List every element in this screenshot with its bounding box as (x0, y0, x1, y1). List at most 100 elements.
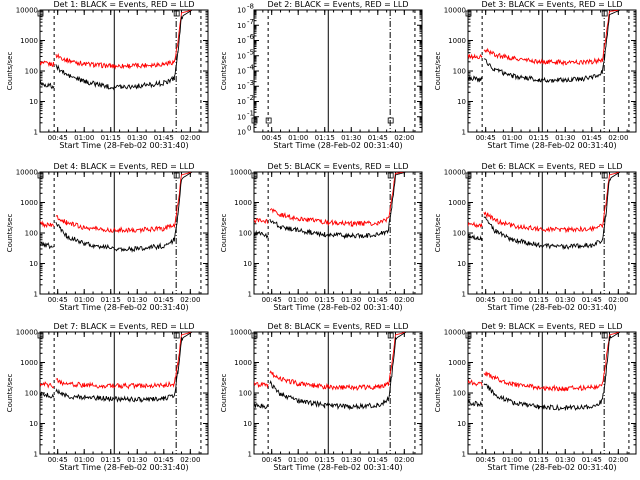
panel-det-5: Det 5: BLACK = Events, RED = LLD 1 10 100 10… (220, 162, 423, 312)
y-tick-exponent: -6 (247, 33, 255, 41)
y-tick-label: 1 (248, 291, 252, 299)
y-tick-label: 10000 (16, 169, 38, 177)
square-marker (173, 172, 180, 179)
y-tick-label: 10 (457, 260, 466, 268)
x-tick-label: 01:30 (341, 456, 361, 464)
x-tick-label: 02:00 (608, 134, 628, 142)
panel-det-1: Det 1: BLACK = Events, RED = LLD 1 10 100 10… (6, 0, 209, 150)
plot-frame (39, 171, 209, 295)
square-marker (251, 332, 258, 339)
square-marker (601, 172, 608, 179)
square-marker (465, 172, 472, 179)
x-tick-label: 01:30 (555, 456, 575, 464)
y-tick-label: 10 (29, 420, 38, 428)
y-tick-label: 10 (457, 420, 466, 428)
panel-det-2: Det 2: BLACK = Events, RED = LLD 10 0 10 -1 1… (220, 0, 423, 150)
panel-det-4: Det 4: BLACK = Events, RED = LLD 1 10 100 10… (6, 162, 209, 312)
series-events-line (40, 172, 208, 253)
x-tick-label: 00:45 (48, 296, 68, 304)
plot-frame (467, 171, 637, 295)
y-axis-label: Counts/sec (434, 374, 442, 413)
series-events-line (40, 10, 208, 91)
square-marker (173, 10, 180, 17)
y-tick-label: 1 (34, 291, 38, 299)
y-tick-exponent: -7 (247, 18, 254, 26)
y-tick-label: 10 (237, 7, 246, 15)
x-tick-label: 01:30 (127, 134, 147, 142)
x-tick-label: 02:00 (180, 134, 200, 142)
square-marker (251, 172, 258, 179)
square-marker (37, 332, 44, 339)
x-tick-label: 01:00 (288, 456, 308, 464)
y-axis-label: Counts/sec (220, 52, 228, 91)
y-axis-label: Counts/sec (220, 374, 228, 413)
y-tick-label: 1000 (448, 359, 466, 367)
square-marker (387, 117, 394, 124)
y-tick-exponent: -1 (247, 109, 254, 117)
y-tick-label: 1000 (448, 37, 466, 45)
panel-title: Det 7: BLACK = Events, RED = LLD (54, 322, 195, 331)
square-marker (465, 332, 472, 339)
y-axis-label: Counts/sec (434, 52, 442, 91)
y-tick-exponent: -3 (247, 79, 254, 87)
panel-title: Det 2: BLACK = Events, RED = LLD (268, 0, 409, 9)
square-marker (601, 10, 608, 17)
x-tick-label: 01:00 (288, 296, 308, 304)
x-tick-label: 01:00 (502, 296, 522, 304)
x-tick-label: 01:15 (315, 134, 335, 142)
x-tick-label: 01:30 (341, 296, 361, 304)
square-marker (265, 117, 272, 124)
y-tick-exponent: -8 (247, 3, 254, 11)
y-tick-label: 100 (25, 390, 38, 398)
panel-det-3: Det 3: BLACK = Events, RED = LLD 1 10 100 10… (434, 0, 637, 150)
panel-det-7: Det 7: BLACK = Events, RED = LLD 1 10 100 10… (6, 322, 209, 472)
x-tick-label: 01:30 (127, 296, 147, 304)
y-tick-label: 10000 (16, 7, 38, 15)
y-tick-label: 100 (25, 68, 38, 76)
x-tick-label: 00:45 (262, 134, 282, 142)
y-tick-label: 1 (34, 129, 38, 137)
series-events-line (40, 332, 208, 403)
series-events-line (468, 332, 636, 411)
plot-frame (253, 9, 423, 133)
data-layer (40, 10, 208, 91)
y-tick-label: 10000 (16, 329, 38, 337)
y-tick-label: 10 (237, 83, 246, 91)
x-tick-label: 01:00 (74, 296, 94, 304)
x-tick-label: 00:45 (476, 456, 496, 464)
x-tick-label: 01:45 (154, 456, 174, 464)
square-marker (465, 10, 472, 17)
data-layer (254, 172, 422, 240)
y-tick-label: 1000 (20, 199, 38, 207)
series-events-line (254, 332, 422, 411)
y-axis-label: Counts/sec (220, 214, 228, 253)
x-tick-label: 00:45 (476, 296, 496, 304)
x-tick-label: 01:45 (582, 456, 602, 464)
x-tick-label: 01:45 (368, 296, 388, 304)
series-lld-line (468, 332, 636, 392)
data-layer (40, 172, 208, 253)
y-tick-exponent: -5 (247, 48, 254, 56)
x-tick-label: 01:30 (555, 296, 575, 304)
series-events-line (468, 10, 636, 84)
series-events-line (468, 172, 636, 251)
x-axis-label: Start Time (28-Feb-02 00:31:40) (59, 463, 188, 472)
square-marker (37, 10, 44, 17)
y-axis-label: Counts/sec (6, 214, 14, 253)
x-tick-label: 01:45 (582, 296, 602, 304)
series-lld-line (254, 332, 422, 391)
x-tick-label: 01:00 (502, 134, 522, 142)
square-marker (387, 172, 394, 179)
x-tick-label: 01:15 (315, 456, 335, 464)
y-tick-label: 1000 (234, 199, 252, 207)
x-axis-label: Start Time (28-Feb-02 00:31:40) (487, 303, 616, 312)
y-axis-label: Counts/sec (6, 52, 14, 91)
y-tick-exponent: 0 (247, 125, 251, 133)
y-tick-label: 10000 (444, 7, 466, 15)
series-lld-line (40, 172, 208, 234)
x-tick-label: 02:00 (608, 456, 628, 464)
x-tick-label: 02:00 (180, 296, 200, 304)
y-tick-label: 100 (453, 230, 466, 238)
y-tick-label: 10 (237, 52, 246, 60)
panel-title: Det 5: BLACK = Events, RED = LLD (268, 162, 409, 171)
